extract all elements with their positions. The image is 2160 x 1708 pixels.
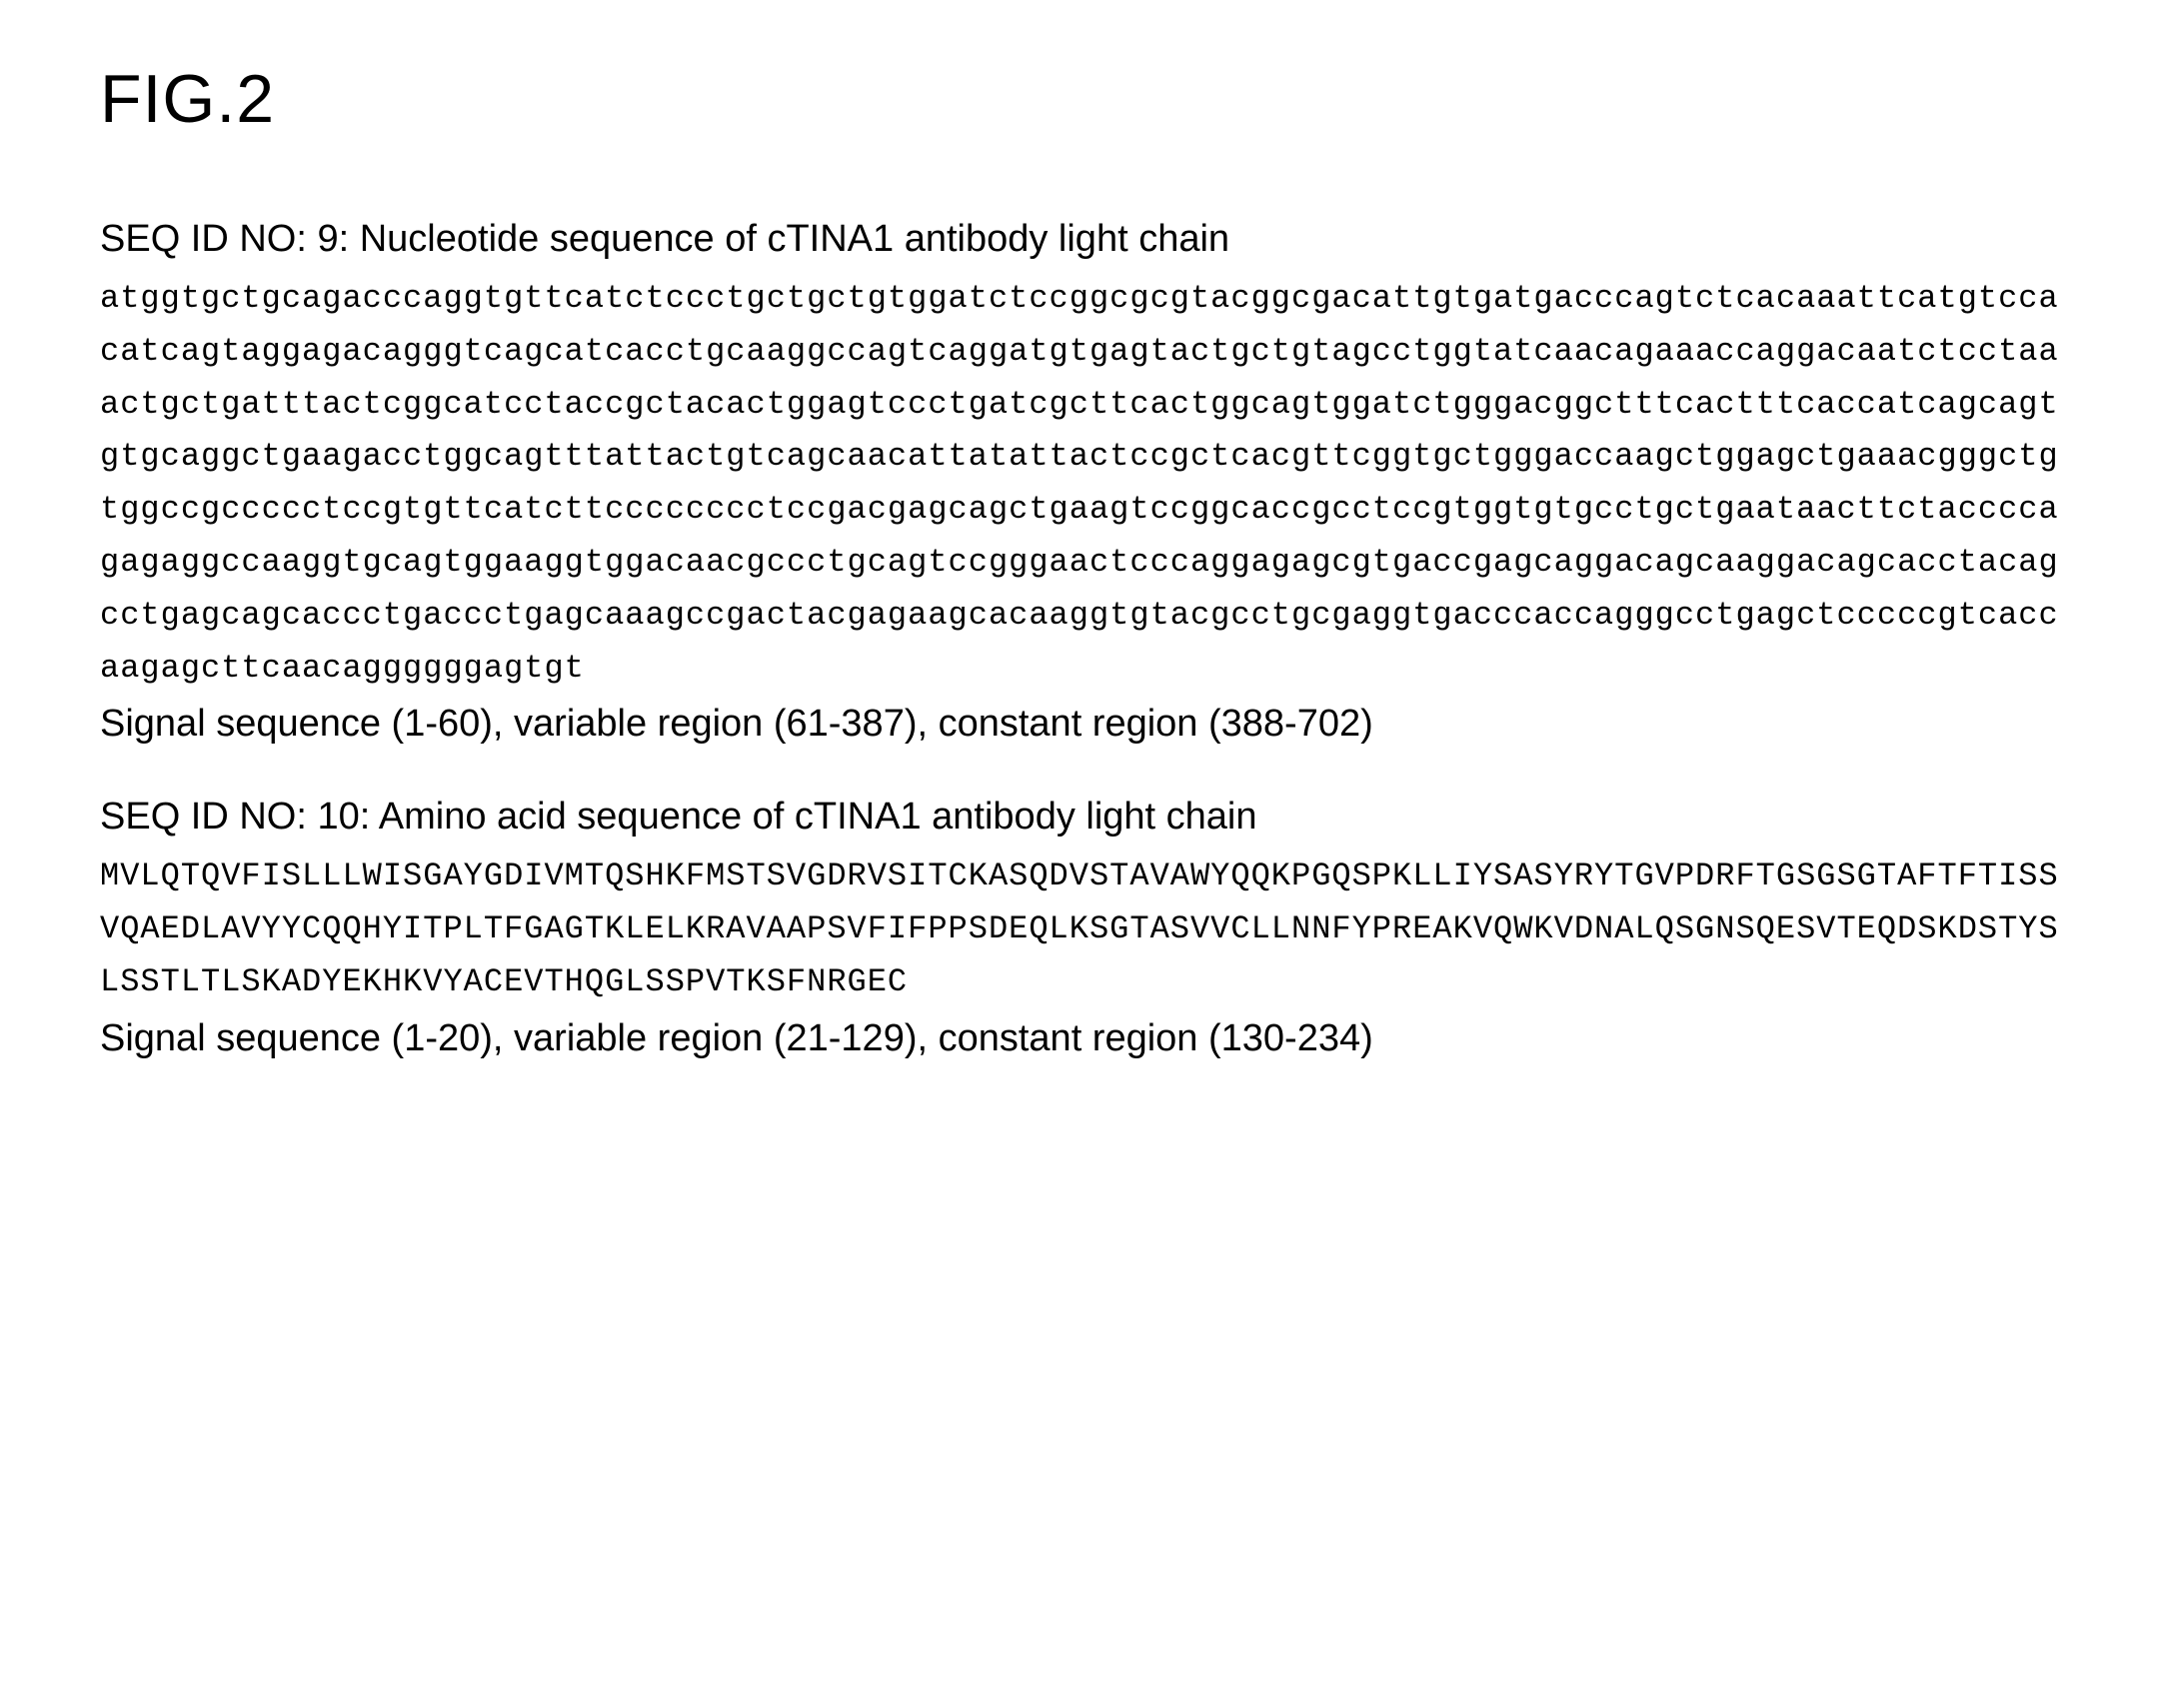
seq1-heading: SEQ ID NO: 9: Nucleotide sequence of cTI…: [100, 218, 2060, 261]
seq2-sequence: MVLQTQVFISLLLWISGAYGDIVMTQSHKFMSTSVGDRVS…: [100, 851, 2060, 1008]
seq1-sequence: atggtgctgcagacccaggtgttcatctccctgctgctgt…: [100, 273, 2060, 695]
seq1-region-note: Signal sequence (1-60), variable region …: [100, 703, 2060, 746]
figure-title: FIG.2: [100, 60, 2060, 138]
seq2-section: SEQ ID NO: 10: Amino acid sequence of cT…: [100, 796, 2060, 1059]
seq1-section: SEQ ID NO: 9: Nucleotide sequence of cTI…: [100, 218, 2060, 746]
seq2-heading: SEQ ID NO: 10: Amino acid sequence of cT…: [100, 796, 2060, 839]
seq2-region-note: Signal sequence (1-20), variable region …: [100, 1017, 2060, 1060]
